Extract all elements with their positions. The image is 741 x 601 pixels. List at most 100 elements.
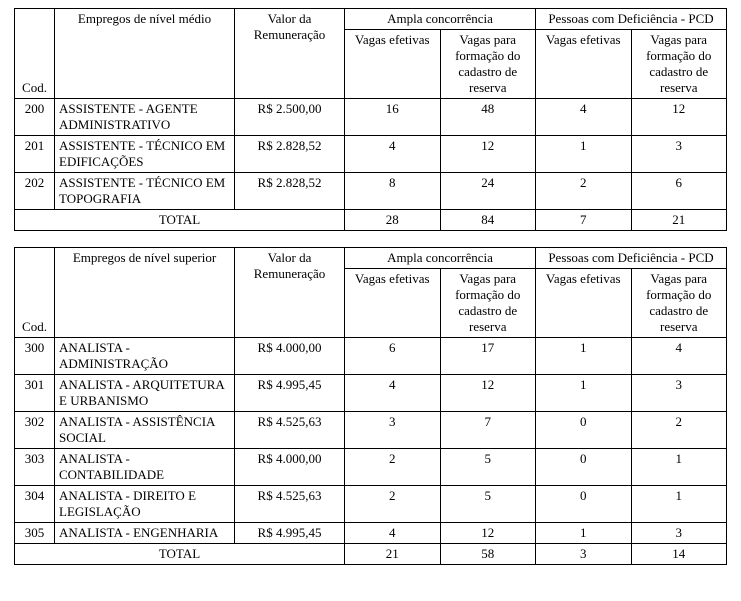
cell-total-pc: 21: [631, 210, 727, 231]
col-cod: Cod.: [15, 248, 55, 338]
cell-job: ASSISTENTE - TÉCNICO EM TOPOGRAFIA: [55, 173, 235, 210]
col-ampla-cadastro: Vagas para formação do cadastro de reser…: [440, 269, 536, 338]
col-ampla: Ampla concorrência: [345, 9, 536, 30]
cell-job: ASSISTENTE - AGENTE ADMINISTRATIVO: [55, 99, 235, 136]
col-value: Valor da Remuneração: [235, 9, 345, 99]
cell-job: ANALISTA - ADMINISTRAÇÃO: [55, 338, 235, 375]
cell-value: R$ 2.500,00: [235, 99, 345, 136]
cell-total-pe: 7: [536, 210, 632, 231]
cell-cod: 303: [15, 449, 55, 486]
cell-ac: 5: [440, 486, 536, 523]
cell-total-ae: 21: [345, 544, 441, 565]
cell-total-ae: 28: [345, 210, 441, 231]
cell-ae: 4: [345, 523, 441, 544]
table-row: 302 ANALISTA - ASSISTÊNCIA SOCIAL R$ 4.5…: [15, 412, 727, 449]
cell-pe: 1: [536, 375, 632, 412]
cell-value: R$ 2.828,52: [235, 173, 345, 210]
cell-pc: 1: [631, 486, 727, 523]
cell-ae: 8: [345, 173, 441, 210]
col-value: Valor da Remuneração: [235, 248, 345, 338]
cell-ae: 16: [345, 99, 441, 136]
cell-pc: 3: [631, 375, 727, 412]
table-row: 201 ASSISTENTE - TÉCNICO EM EDIFICAÇÕES …: [15, 136, 727, 173]
cell-ae: 4: [345, 136, 441, 173]
document-page: Cod. Empregos de nível médio Valor da Re…: [0, 0, 741, 601]
cell-pc: 2: [631, 412, 727, 449]
cell-pc: 12: [631, 99, 727, 136]
cell-ac: 24: [440, 173, 536, 210]
cell-ac: 12: [440, 523, 536, 544]
cell-ae: 4: [345, 375, 441, 412]
cell-ac: 5: [440, 449, 536, 486]
cell-total-label: TOTAL: [15, 210, 345, 231]
cell-ac: 17: [440, 338, 536, 375]
jobs-table-medio: Cod. Empregos de nível médio Valor da Re…: [14, 8, 727, 231]
cell-ae: 2: [345, 486, 441, 523]
cell-ae: 6: [345, 338, 441, 375]
table-row: 200 ASSISTENTE - AGENTE ADMINISTRATIVO R…: [15, 99, 727, 136]
cell-pe: 0: [536, 486, 632, 523]
cell-pc: 3: [631, 136, 727, 173]
cell-value: R$ 4.995,45: [235, 523, 345, 544]
cell-value: R$ 4.525,63: [235, 486, 345, 523]
col-ampla-efetivas: Vagas efetivas: [345, 269, 441, 338]
cell-cod: 302: [15, 412, 55, 449]
col-ampla-cadastro: Vagas para formação do cadastro de reser…: [440, 30, 536, 99]
col-pcd-cadastro: Vagas para formação do cadastro de reser…: [631, 30, 727, 99]
cell-ae: 3: [345, 412, 441, 449]
col-ampla: Ampla concorrência: [345, 248, 536, 269]
table-row: 304 ANALISTA - DIREITO E LEGISLAÇÃO R$ 4…: [15, 486, 727, 523]
cell-ae: 2: [345, 449, 441, 486]
cell-cod: 202: [15, 173, 55, 210]
cell-pe: 4: [536, 99, 632, 136]
cell-total-ac: 58: [440, 544, 536, 565]
cell-job: ANALISTA - DIREITO E LEGISLAÇÃO: [55, 486, 235, 523]
cell-pe: 0: [536, 449, 632, 486]
cell-ac: 12: [440, 136, 536, 173]
col-job: Empregos de nível médio: [55, 9, 235, 99]
jobs-table-superior: Cod. Empregos de nível superior Valor da…: [14, 247, 727, 565]
cell-job: ASSISTENTE - TÉCNICO EM EDIFICAÇÕES: [55, 136, 235, 173]
cell-pe: 1: [536, 136, 632, 173]
cell-total-pc: 14: [631, 544, 727, 565]
col-pcd-cadastro: Vagas para formação do cadastro de reser…: [631, 269, 727, 338]
cell-job: ANALISTA - CONTABILIDADE: [55, 449, 235, 486]
cell-ac: 7: [440, 412, 536, 449]
cell-total-ac: 84: [440, 210, 536, 231]
col-pcd-efetivas: Vagas efetivas: [536, 30, 632, 99]
table-row: 303 ANALISTA - CONTABILIDADE R$ 4.000,00…: [15, 449, 727, 486]
cell-pe: 1: [536, 338, 632, 375]
table-total-row: TOTAL 21 58 3 14: [15, 544, 727, 565]
cell-pe: 2: [536, 173, 632, 210]
cell-cod: 300: [15, 338, 55, 375]
col-pcd: Pessoas com Deficiência - PCD: [536, 248, 727, 269]
col-pcd: Pessoas com Deficiência - PCD: [536, 9, 727, 30]
col-job: Empregos de nível superior: [55, 248, 235, 338]
cell-cod: 305: [15, 523, 55, 544]
table-row: 202 ASSISTENTE - TÉCNICO EM TOPOGRAFIA R…: [15, 173, 727, 210]
cell-value: R$ 2.828,52: [235, 136, 345, 173]
cell-pe: 0: [536, 412, 632, 449]
table-header-row: Cod. Empregos de nível superior Valor da…: [15, 248, 727, 269]
col-cod: Cod.: [15, 9, 55, 99]
cell-pc: 1: [631, 449, 727, 486]
cell-cod: 304: [15, 486, 55, 523]
cell-pc: 6: [631, 173, 727, 210]
cell-total-label: TOTAL: [15, 544, 345, 565]
cell-ac: 48: [440, 99, 536, 136]
col-ampla-efetivas: Vagas efetivas: [345, 30, 441, 99]
table-row: 301 ANALISTA - ARQUITETURA E URBANISMO R…: [15, 375, 727, 412]
cell-ac: 12: [440, 375, 536, 412]
cell-value: R$ 4.000,00: [235, 338, 345, 375]
cell-value: R$ 4.525,63: [235, 412, 345, 449]
cell-job: ANALISTA - ARQUITETURA E URBANISMO: [55, 375, 235, 412]
table-row: 300 ANALISTA - ADMINISTRAÇÃO R$ 4.000,00…: [15, 338, 727, 375]
cell-total-pe: 3: [536, 544, 632, 565]
cell-cod: 301: [15, 375, 55, 412]
cell-cod: 201: [15, 136, 55, 173]
cell-pc: 3: [631, 523, 727, 544]
cell-pe: 1: [536, 523, 632, 544]
cell-value: R$ 4.995,45: [235, 375, 345, 412]
cell-pc: 4: [631, 338, 727, 375]
cell-job: ANALISTA - ENGENHARIA: [55, 523, 235, 544]
